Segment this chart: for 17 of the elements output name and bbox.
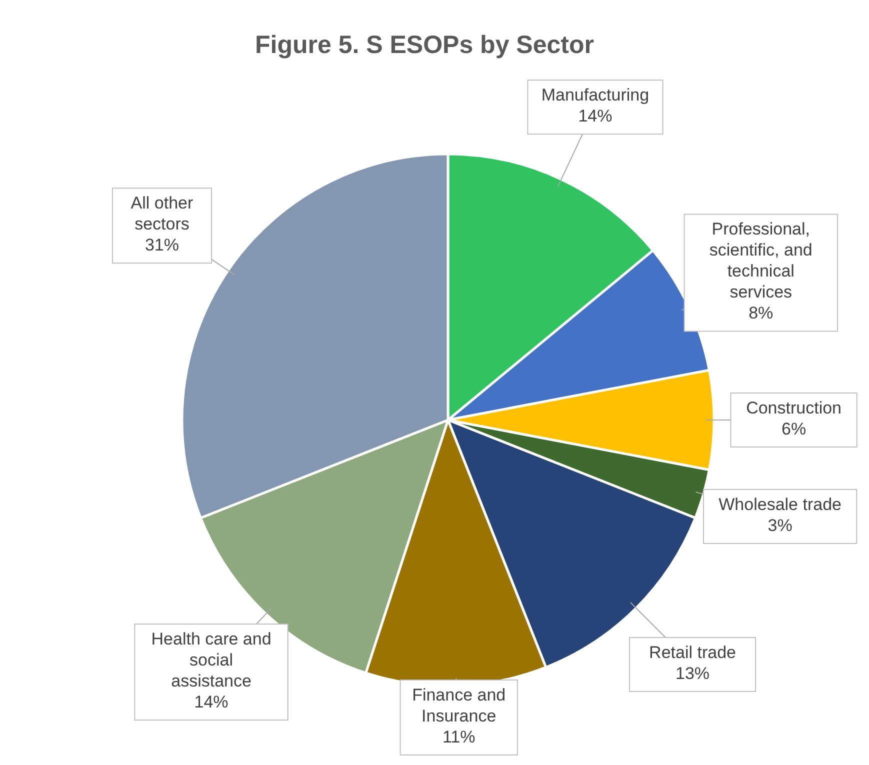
slice-label: Construction: [746, 398, 842, 418]
chart-title: Figure 5. S ESOPs by Sector: [254, 31, 594, 59]
slice-label: All other sectors: [130, 194, 194, 234]
data-label: 31%: [144, 236, 180, 255]
data-label: 14%: [194, 692, 228, 712]
data-label: 3%: [768, 516, 792, 535]
slice-label: Wholesale trade: [718, 494, 842, 514]
data-label: 8%: [748, 304, 774, 323]
data-label: 6%: [782, 419, 806, 438]
slice-label: Manufacturing: [541, 86, 650, 105]
data-label: 11%: [442, 727, 476, 746]
slice-label: Health care and social assistance: [151, 630, 272, 691]
data-label: 13%: [676, 664, 710, 683]
data-label: 14%: [578, 106, 612, 126]
slice-label: Professional, scientific, and technical services: [709, 220, 812, 302]
slice-label: Finance and Insurance: [412, 685, 506, 726]
slice-label: Retail trade: [649, 642, 736, 662]
